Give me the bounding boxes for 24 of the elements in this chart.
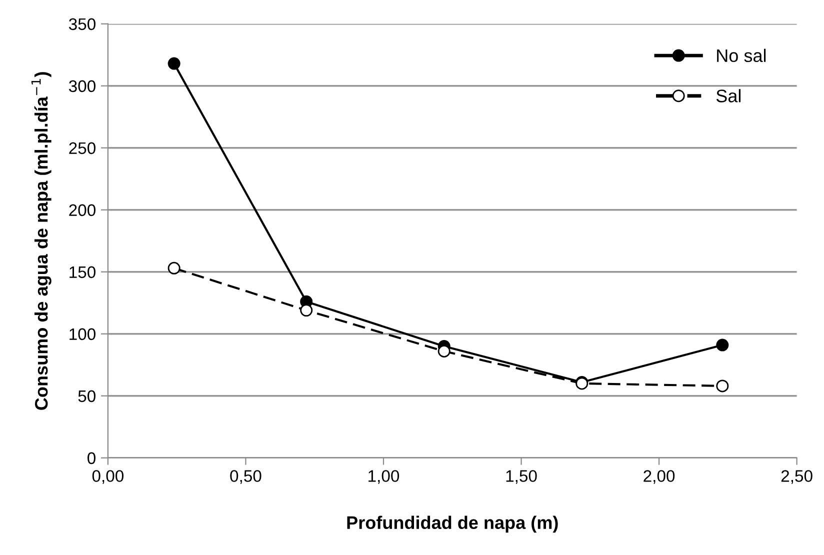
- y-tick-label: 0: [88, 452, 96, 464]
- y-tick-label: 300: [68, 80, 96, 92]
- x-tick-label: 0,00: [92, 470, 124, 484]
- point: [168, 262, 180, 274]
- y-tick-label: 150: [70, 266, 96, 278]
- y-tick-label: 250: [69, 142, 96, 154]
- point: [300, 304, 313, 317]
- x-tick-label: 2,50: [781, 470, 812, 484]
- point: [168, 57, 180, 70]
- y-tick-label: 200: [69, 204, 96, 216]
- y-axis-title: Consumo de agua de napa (ml.pl.día$^{−1}$): [31, 72, 52, 410]
- point: [716, 338, 729, 352]
- x-tick-label: 2,00: [644, 470, 675, 484]
- y-tick-label: 100: [70, 328, 96, 340]
- point: [716, 380, 729, 392]
- x-tick-label: 1,50: [506, 470, 537, 484]
- legend-label: No sal: [717, 48, 766, 62]
- x-axis-title: Profundidad de napa (m): [347, 516, 558, 533]
- point: [438, 344, 450, 358]
- y-tick-label: 50: [78, 390, 96, 402]
- y-tick-label: 350: [68, 18, 96, 30]
- legend-label: Sal: [716, 89, 740, 102]
- x-tick-label: 1,00: [368, 470, 400, 484]
- x-tick-label: 0,50: [230, 470, 262, 484]
